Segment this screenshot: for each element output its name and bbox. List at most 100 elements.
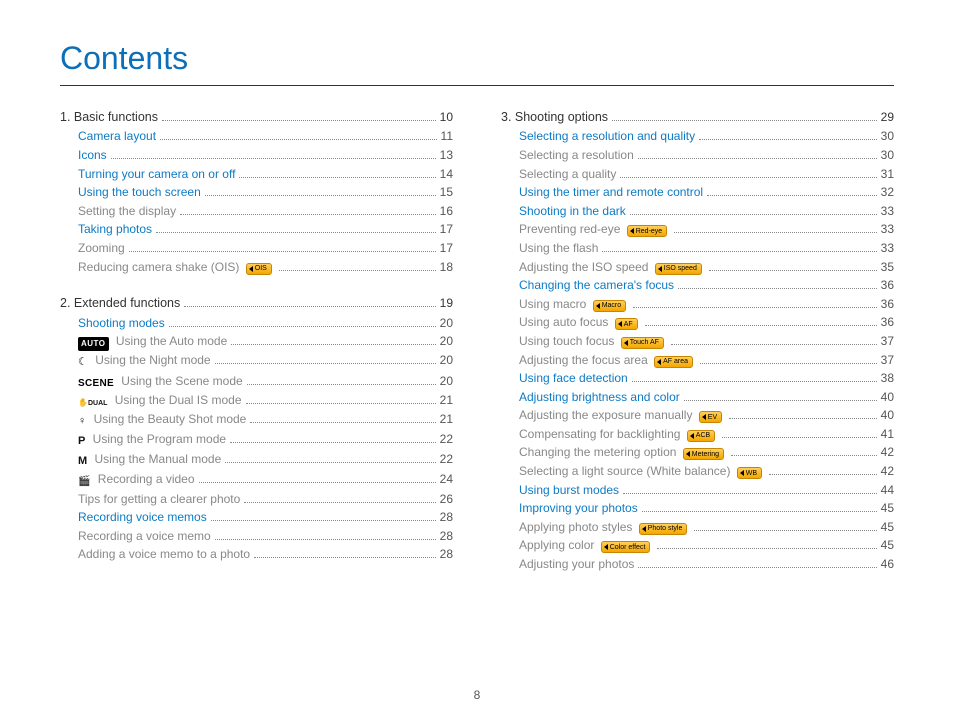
toc-entry[interactable]: Using face detection38 [519, 369, 894, 388]
toc-entry[interactable]: 2. Extended functions19 [60, 294, 453, 313]
toc-entry-label: Icons [78, 146, 107, 165]
toc-leader-dots [247, 384, 436, 385]
toc-entry-page: 44 [881, 481, 894, 500]
toc-entry[interactable]: 🎬 Recording a video24 [78, 470, 453, 490]
title-rule [60, 85, 894, 86]
toc-leader-dots [199, 482, 436, 483]
toc-entry-label: Selecting a resolution and quality [519, 127, 695, 146]
toc-entry-page: 38 [881, 369, 894, 388]
toc-entry[interactable]: Setting the display16 [78, 202, 453, 221]
toc-entry-label: M Using the Manual mode [78, 450, 221, 470]
toc-leader-dots [230, 442, 436, 443]
toc-entry-label: Using burst modes [519, 481, 619, 500]
toc-entry-label: Adjusting your photos [519, 555, 634, 574]
toc-entry-page: 11 [441, 127, 453, 146]
toc-entry[interactable]: Turning your camera on or off14 [78, 165, 453, 184]
toc-entry[interactable]: 1. Basic functions10 [60, 108, 453, 127]
toc-leader-dots [638, 158, 877, 159]
toc-leader-dots [254, 557, 436, 558]
toc-entry-label: Preventing red-eye Red-eye [519, 220, 670, 239]
toc-leader-dots [633, 307, 876, 308]
toc-entry-label: Using touch focus Touch AF [519, 332, 667, 351]
toc-entry[interactable]: SCENE Using the Scene mode 20 [78, 372, 453, 392]
toc-leader-dots [729, 418, 877, 419]
toc-entry[interactable]: M Using the Manual mode22 [78, 450, 453, 470]
toc-entry[interactable]: ✋DUAL Using the Dual IS mode21 [78, 391, 453, 410]
toc-entry-label: AUTO Using the Auto mode [78, 332, 227, 351]
toc-entry-page: 35 [881, 258, 894, 277]
toc-entry-label: SCENE Using the Scene mode [78, 372, 243, 392]
toc-entry[interactable]: Using auto focus AF36 [519, 313, 894, 332]
toc-entry-label: Using the touch screen [78, 183, 201, 202]
toc-entry[interactable]: Adjusting your photos46 [519, 555, 894, 574]
toc-entry-page: 45 [881, 499, 894, 518]
toc-entry-label: Adjusting brightness and color [519, 388, 680, 407]
toc-entry[interactable]: Selecting a resolution and quality30 [519, 127, 894, 146]
toc-entry[interactable]: Camera layout11 [78, 127, 453, 146]
toc-entry[interactable]: Selecting a quality31 [519, 165, 894, 184]
toc-entry-page: 41 [881, 425, 894, 444]
toc-entry[interactable]: Using the touch screen15 [78, 183, 453, 202]
toc-entry-page: 31 [881, 165, 894, 184]
toc-entry-label: Adding a voice memo to a photo [78, 545, 250, 564]
toc-entry[interactable]: Recording voice memos28 [78, 508, 453, 527]
toc-leader-dots [638, 567, 876, 568]
toc-leader-dots [709, 270, 877, 271]
toc-leader-dots [205, 195, 436, 196]
toc-entry[interactable]: Using burst modes 44 [519, 481, 894, 500]
toc-entry[interactable]: Reducing camera shake (OIS) OIS18 [78, 258, 453, 277]
toc-entry-page: 14 [440, 165, 453, 184]
toc-entry[interactable]: Using macro Macro36 [519, 295, 894, 314]
toc-entry-page: 28 [440, 527, 453, 546]
toc-entry-page: 40 [881, 388, 894, 407]
toc-entry[interactable]: P Using the Program mode22 [78, 430, 453, 450]
toc-entry[interactable]: Compensating for backlighting ACB41 [519, 425, 894, 444]
toc-entry[interactable]: Improving your photos45 [519, 499, 894, 518]
toc-entry[interactable]: Shooting in the dark33 [519, 202, 894, 221]
toc-leader-dots [645, 325, 877, 326]
touch-af-tag: Touch AF [621, 337, 664, 349]
toc-entry[interactable]: Changing the camera's focus36 [519, 276, 894, 295]
toc-entry-label: Adjusting the ISO speed ISO speed [519, 258, 705, 277]
toc-entry[interactable]: Adjusting the exposure manually EV40 [519, 406, 894, 425]
toc-entry-page: 33 [881, 220, 894, 239]
toc-leader-dots [642, 511, 877, 512]
toc-entry[interactable]: Using touch focus Touch AF37 [519, 332, 894, 351]
toc-leader-dots [620, 177, 876, 178]
toc-entry[interactable]: ♀ Using the Beauty Shot mode21 [78, 410, 453, 430]
toc-entry[interactable]: Using the timer and remote control32 [519, 183, 894, 202]
toc-entry[interactable]: Tips for getting a clearer photo26 [78, 490, 453, 509]
toc-entry[interactable]: AUTO Using the Auto mode20 [78, 332, 453, 351]
toc-entry[interactable]: Preventing red-eye Red-eye 33 [519, 220, 894, 239]
toc-entry[interactable]: Changing the metering option Metering42 [519, 443, 894, 462]
toc-entry-page: 45 [881, 518, 894, 537]
toc-entry-label: P Using the Program mode [78, 430, 226, 450]
toc-leader-dots [674, 232, 876, 233]
toc-entry[interactable]: Selecting a resolution30 [519, 146, 894, 165]
wb-tag: WB [737, 467, 762, 479]
toc-entry[interactable]: Adjusting brightness and color 40 [519, 388, 894, 407]
toc-entry[interactable]: 3. Shooting options29 [501, 108, 894, 127]
toc-entry[interactable]: Recording a voice memo28 [78, 527, 453, 546]
metering-tag: Metering [683, 448, 724, 460]
toc-entry[interactable]: Adjusting the focus area AF area37 [519, 351, 894, 370]
toc-entry[interactable]: Applying photo styles Photo style45 [519, 518, 894, 537]
toc-entry[interactable]: Icons13 [78, 146, 453, 165]
toc-entry-page: 42 [881, 462, 894, 481]
toc-leader-dots [246, 403, 436, 404]
toc-entry[interactable]: Using the flash33 [519, 239, 894, 258]
toc-entry[interactable]: Adjusting the ISO speed ISO speed 35 [519, 258, 894, 277]
toc-entry[interactable]: Adding a voice memo to a photo28 [78, 545, 453, 564]
toc-column-right: 3. Shooting options29Selecting a resolut… [501, 108, 894, 574]
toc-entry[interactable]: Shooting modes20 [78, 314, 453, 333]
toc-leader-dots [630, 214, 877, 215]
toc-entry[interactable]: Applying color Color effect45 [519, 536, 894, 555]
toc-entry[interactable]: ☾ Using the Night mode20 [78, 351, 453, 371]
toc-entry[interactable]: Selecting a light source (White balance)… [519, 462, 894, 481]
toc-entry[interactable]: Zooming17 [78, 239, 453, 258]
toc-entry-label: Using auto focus AF [519, 313, 641, 332]
toc-entry-page: 33 [881, 202, 894, 221]
toc-entry[interactable]: Taking photos17 [78, 220, 453, 239]
toc-entry-page: 20 [440, 372, 453, 391]
toc-entry-page: 36 [881, 276, 894, 295]
